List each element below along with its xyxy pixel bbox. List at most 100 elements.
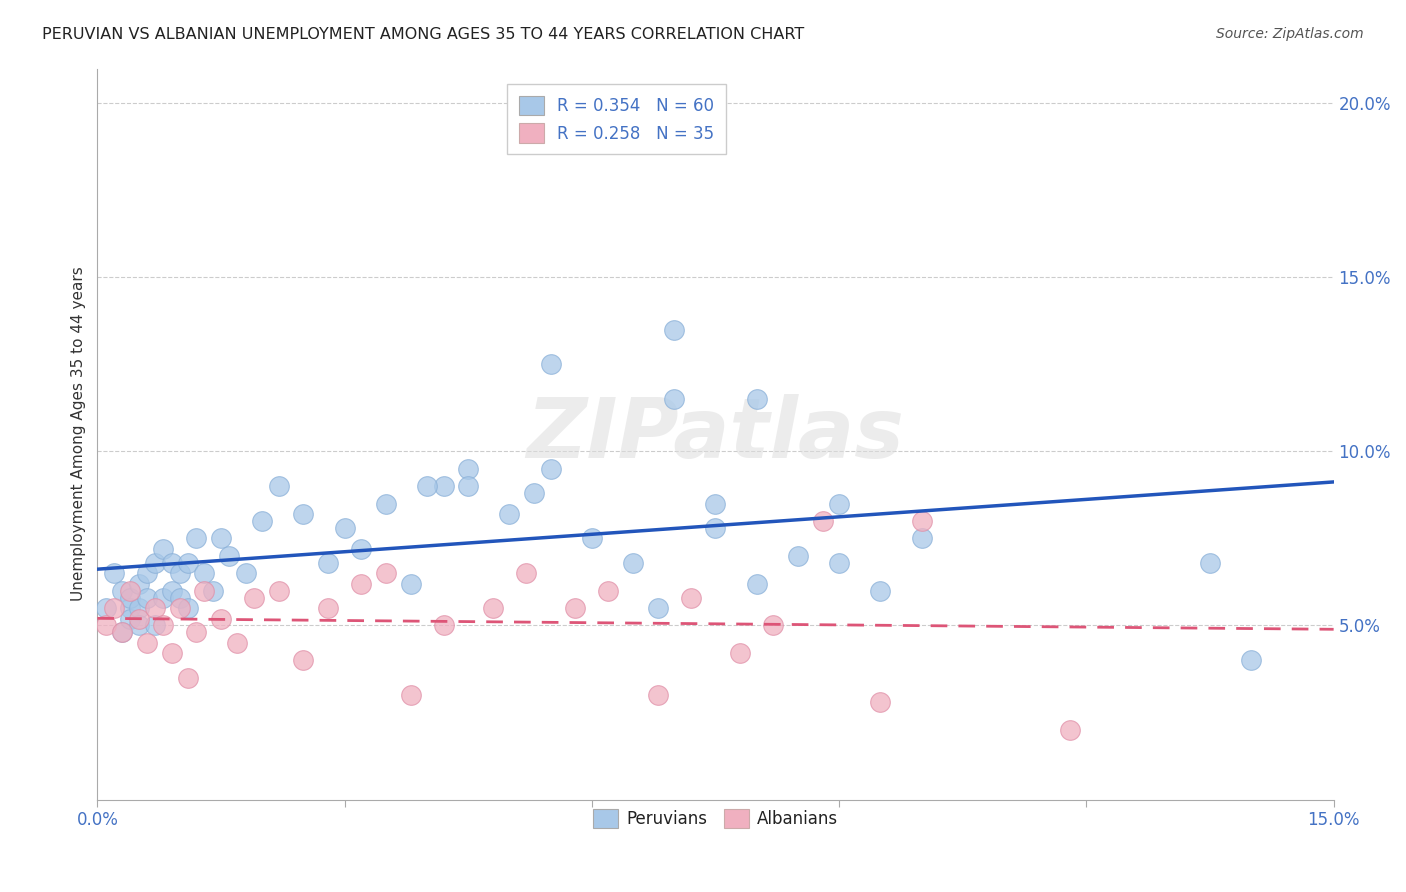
Point	[540, 462, 562, 476]
Point	[120, 601, 142, 615]
Point	[152, 591, 174, 605]
Point	[135, 636, 157, 650]
Point	[482, 601, 505, 615]
Point	[1199, 556, 1222, 570]
Point	[128, 601, 150, 615]
Point	[869, 695, 891, 709]
Point	[540, 358, 562, 372]
Point	[177, 671, 200, 685]
Point	[910, 532, 932, 546]
Point	[111, 625, 134, 640]
Point	[143, 618, 166, 632]
Point	[745, 392, 768, 407]
Point	[135, 591, 157, 605]
Text: PERUVIAN VS ALBANIAN UNEMPLOYMENT AMONG AGES 35 TO 44 YEARS CORRELATION CHART: PERUVIAN VS ALBANIAN UNEMPLOYMENT AMONG …	[42, 27, 804, 42]
Text: ZIPatlas: ZIPatlas	[527, 393, 904, 475]
Point	[152, 541, 174, 556]
Point	[432, 479, 454, 493]
Point	[120, 591, 142, 605]
Point	[457, 479, 479, 493]
Point	[193, 566, 215, 581]
Point	[598, 583, 620, 598]
Point	[350, 541, 373, 556]
Point	[143, 556, 166, 570]
Point	[292, 653, 315, 667]
Point	[498, 507, 520, 521]
Point	[581, 532, 603, 546]
Point	[664, 322, 686, 336]
Point	[186, 625, 208, 640]
Point	[399, 688, 422, 702]
Point	[218, 549, 240, 563]
Point	[432, 618, 454, 632]
Point	[869, 583, 891, 598]
Point	[169, 591, 191, 605]
Point	[94, 601, 117, 615]
Legend: Peruvians, Albanians: Peruvians, Albanians	[586, 803, 845, 835]
Point	[704, 521, 727, 535]
Point	[143, 601, 166, 615]
Point	[679, 591, 702, 605]
Point	[762, 618, 785, 632]
Point	[120, 583, 142, 598]
Point	[160, 646, 183, 660]
Point	[664, 392, 686, 407]
Point	[201, 583, 224, 598]
Point	[292, 507, 315, 521]
Point	[728, 646, 751, 660]
Point	[177, 601, 200, 615]
Point	[1240, 653, 1263, 667]
Point	[169, 566, 191, 581]
Point	[128, 576, 150, 591]
Point	[243, 591, 266, 605]
Point	[647, 688, 669, 702]
Point	[111, 583, 134, 598]
Point	[267, 479, 290, 493]
Point	[828, 556, 851, 570]
Point	[160, 556, 183, 570]
Point	[103, 601, 125, 615]
Point	[647, 601, 669, 615]
Point	[128, 611, 150, 625]
Point	[811, 514, 834, 528]
Point	[316, 601, 339, 615]
Point	[186, 532, 208, 546]
Point	[193, 583, 215, 598]
Point	[416, 479, 439, 493]
Point	[828, 497, 851, 511]
Point	[111, 625, 134, 640]
Point	[523, 486, 546, 500]
Text: Source: ZipAtlas.com: Source: ZipAtlas.com	[1216, 27, 1364, 41]
Point	[457, 462, 479, 476]
Point	[235, 566, 257, 581]
Point	[209, 532, 232, 546]
Point	[399, 576, 422, 591]
Point	[267, 583, 290, 598]
Point	[316, 556, 339, 570]
Point	[910, 514, 932, 528]
Point	[160, 583, 183, 598]
Point	[564, 601, 586, 615]
Point	[103, 566, 125, 581]
Point	[1059, 723, 1081, 737]
Point	[128, 618, 150, 632]
Point	[374, 497, 396, 511]
Point	[515, 566, 537, 581]
Point	[374, 566, 396, 581]
Point	[350, 576, 373, 591]
Point	[333, 521, 356, 535]
Point	[135, 566, 157, 581]
Point	[177, 556, 200, 570]
Point	[787, 549, 810, 563]
Y-axis label: Unemployment Among Ages 35 to 44 years: Unemployment Among Ages 35 to 44 years	[72, 267, 86, 601]
Point	[226, 636, 249, 650]
Point	[209, 611, 232, 625]
Point	[152, 618, 174, 632]
Point	[621, 556, 644, 570]
Point	[745, 576, 768, 591]
Point	[250, 514, 273, 528]
Point	[120, 611, 142, 625]
Point	[169, 601, 191, 615]
Point	[94, 618, 117, 632]
Point	[704, 497, 727, 511]
